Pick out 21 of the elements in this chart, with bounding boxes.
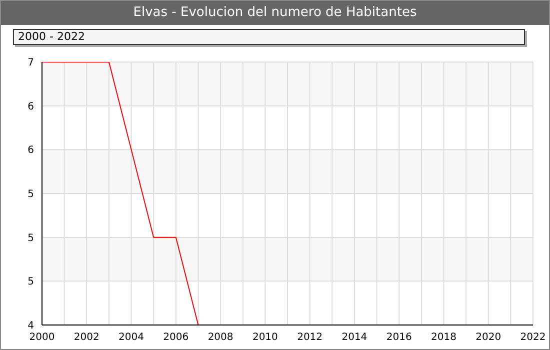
y-tick-label: 6: [28, 101, 34, 112]
chart-subtitle: 2000 - 2022: [13, 29, 525, 45]
y-tick-label: 5: [28, 189, 34, 200]
y-tick-label: 5: [28, 232, 34, 244]
x-tick-label: 2022: [520, 332, 546, 344]
y-tick-label: 5: [28, 276, 34, 288]
x-tick-label: 2006: [163, 332, 189, 344]
y-tick-label: 6: [28, 145, 34, 156]
x-tick-label: 2016: [386, 332, 412, 344]
x-tick-label: 2018: [431, 332, 456, 344]
x-tick-label: 2014: [342, 332, 368, 344]
x-tick-label: 2012: [297, 332, 323, 344]
x-tick-label: 2020: [476, 332, 502, 344]
chart-title: Elvas - Evolucion del numero de Habitantes: [1, 1, 549, 25]
y-tick-label: 4: [28, 320, 34, 332]
x-tick-label: 2008: [208, 332, 234, 344]
x-tick-label: 2002: [74, 332, 100, 344]
x-tick-label: 2010: [252, 332, 278, 344]
x-tick-label: 2004: [118, 332, 144, 344]
y-tick-label: 7: [28, 58, 34, 69]
x-tick-label: 2000: [29, 332, 55, 344]
